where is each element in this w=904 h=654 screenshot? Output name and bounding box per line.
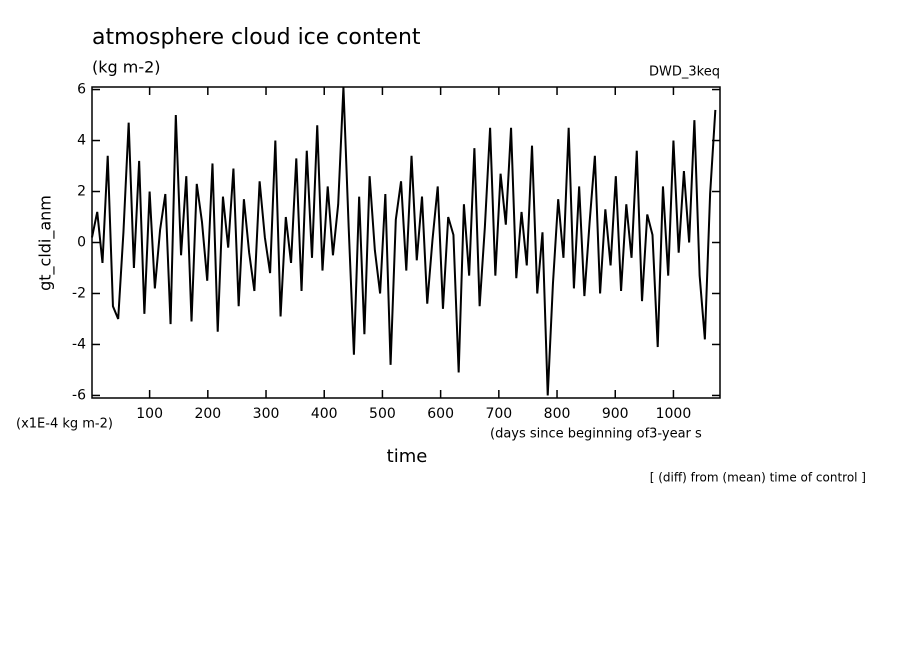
y-axis-label: gt_cldi_anm xyxy=(36,195,56,291)
x-tick-label: 500 xyxy=(369,406,396,422)
y-unit-label: (x1E-4 kg m-2) xyxy=(16,417,113,432)
chart-title: atmosphere cloud ice content xyxy=(92,25,421,50)
subtitle: (kg m-2) xyxy=(92,58,161,77)
model-label: DWD_3keq xyxy=(649,65,720,80)
x-tick-label: 900 xyxy=(602,406,629,422)
y-tick-label: -4 xyxy=(72,336,86,352)
y-tick-label: 0 xyxy=(77,235,86,251)
data-line xyxy=(91,86,717,396)
x-tick-label: 400 xyxy=(311,406,338,422)
x-tick-label: 200 xyxy=(194,406,221,422)
x-tick-label: 700 xyxy=(485,406,512,422)
y-tick-label: -6 xyxy=(72,387,86,403)
x-tick-label: 600 xyxy=(427,406,454,422)
footnote: [ (diff) from (mean) time of control ] xyxy=(650,471,866,485)
x-tick-label: 100 xyxy=(136,406,163,422)
y-tick-label: -2 xyxy=(72,285,86,301)
x-axis-label: time xyxy=(387,446,428,467)
y-tick-label: 2 xyxy=(77,184,86,200)
x-tick-label: 1000 xyxy=(656,406,692,422)
x-tick-label: 800 xyxy=(544,406,571,422)
x-unit-label: (days since beginning of3-year s xyxy=(490,427,702,442)
x-tick-label: 300 xyxy=(253,406,280,422)
y-tick-label: 4 xyxy=(77,133,86,149)
y-tick-label: 6 xyxy=(77,82,86,98)
